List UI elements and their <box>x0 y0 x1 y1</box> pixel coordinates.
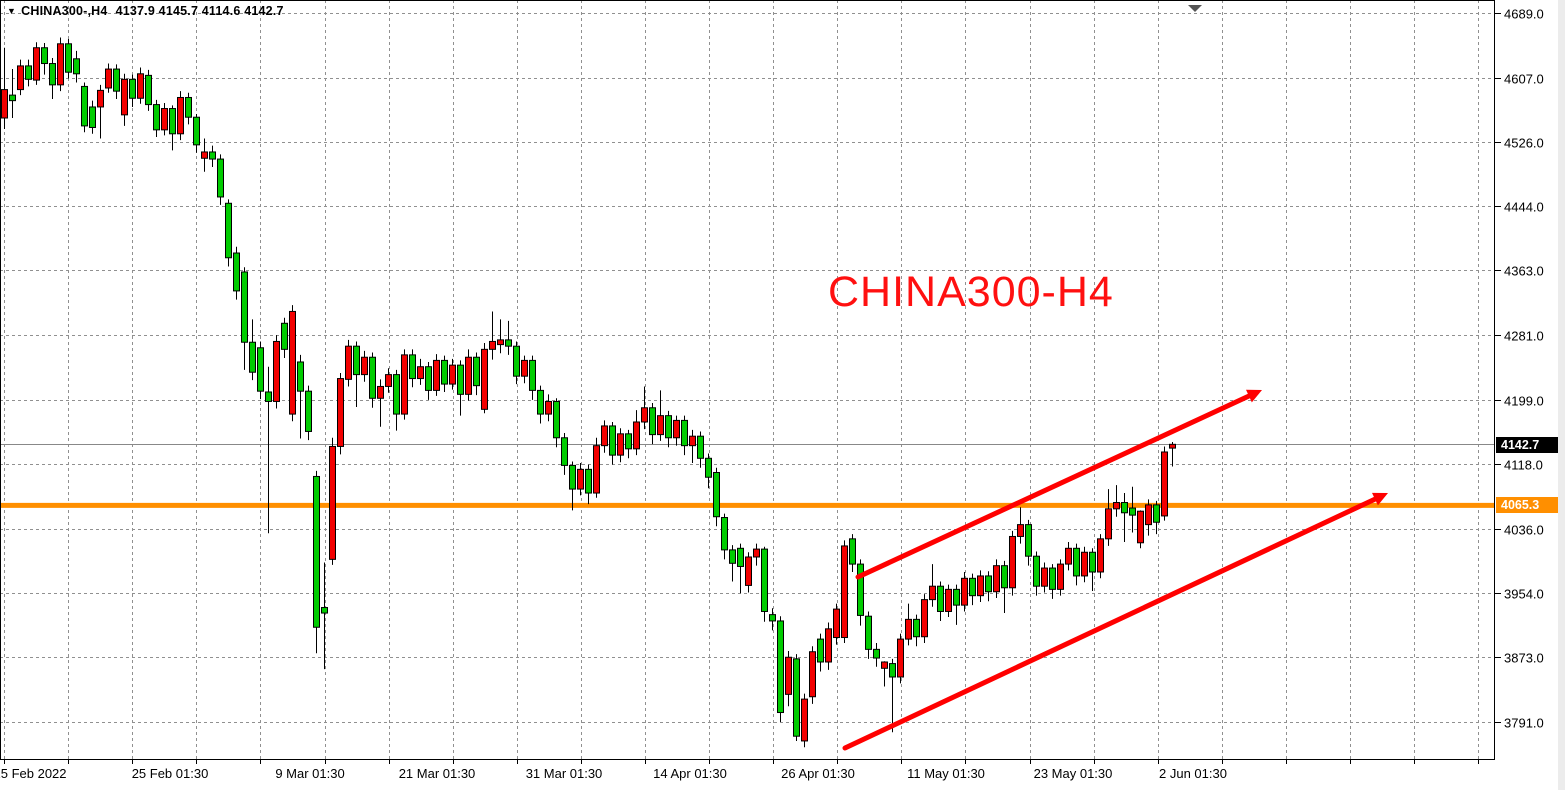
date-tick-label: 2 Jun 01:30 <box>1159 766 1227 781</box>
date-tick-label: 15 Feb 2022 <box>0 766 67 781</box>
hline-price-tag[interactable]: 4065.3 <box>1496 497 1565 513</box>
trend-arrow[interactable] <box>842 494 1383 751</box>
time-axis: 15 Feb 2022 25 Feb 01:30 9 Mar 01:30 21 Mar… <box>0 759 1479 781</box>
window-edge-strip <box>1558 0 1565 790</box>
price-tick-label: 4689.0 <box>1504 7 1544 22</box>
chart-symbol-ohlc-label: ▼ CHINA300-,H4 4137.9 4145.7 4114.6 4142.7 <box>7 4 284 18</box>
date-tick-label: 9 Mar 01:30 <box>275 766 344 781</box>
price-tick-label: 3954.0 <box>1504 587 1544 602</box>
trend-arrow[interactable] <box>855 391 1257 580</box>
price-tick-label: 4199.0 <box>1504 394 1544 409</box>
date-tick-label: 14 Apr 01:30 <box>653 766 727 781</box>
date-tick-label: 25 Feb 01:30 <box>132 766 209 781</box>
date-tick-label: 31 Mar 01:30 <box>526 766 603 781</box>
date-tick-label: 23 May 01:30 <box>1034 766 1113 781</box>
chart-watermark-title: CHINA300-H4 <box>828 268 1114 316</box>
price-tick-label: 3791.0 <box>1504 716 1544 731</box>
plot-border <box>0 0 1495 760</box>
trend-arrow-head <box>1246 389 1262 403</box>
candles <box>1 37 1176 748</box>
price-tick-label: 4363.0 <box>1504 264 1544 279</box>
symbol-period: CHINA300-,H4 <box>21 4 108 18</box>
price-axis: 4689.0 4607.0 4526.0 4444.0 4363.0 4281.0 4199… <box>1495 7 1544 731</box>
current-price-tag: 4142.7 <box>1496 437 1565 453</box>
trend-arrow-head <box>1372 492 1388 506</box>
price-tick-label: 4444.0 <box>1504 200 1544 215</box>
ohlc-values: 4137.9 4145.7 4114.6 4142.7 <box>115 4 284 18</box>
collapse-triangle-icon[interactable]: ▼ <box>7 6 17 16</box>
price-tick-label: 4607.0 <box>1504 72 1544 87</box>
price-tick-label: 4526.0 <box>1504 136 1544 151</box>
chart-shift-marker-icon[interactable] <box>1188 5 1202 12</box>
price-tick-label: 3873.0 <box>1504 651 1544 666</box>
price-tick-label: 4281.0 <box>1504 329 1544 344</box>
date-tick-label: 11 May 01:30 <box>907 766 985 781</box>
date-tick-label: 21 Mar 01:30 <box>399 766 476 781</box>
price-tick-label: 4118.0 <box>1504 458 1543 473</box>
date-tick-label: 26 Apr 01:30 <box>781 766 855 781</box>
gridlines <box>0 0 1495 759</box>
price-tick-label: 4036.0 <box>1504 523 1544 538</box>
